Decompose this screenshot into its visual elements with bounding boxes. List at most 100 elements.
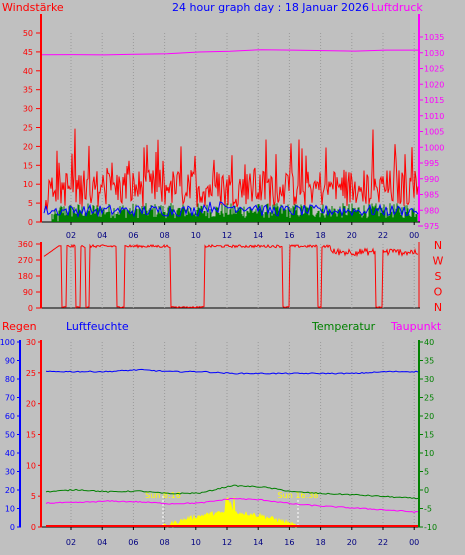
x-tick-label: 06 (128, 231, 138, 240)
x-tick-label: 14 (253, 231, 263, 240)
regen-tick-label: 80 (5, 375, 15, 384)
x-tick-label: 10 (191, 538, 201, 547)
windstaerke-label: Windstärke (2, 1, 64, 14)
regen-axis-labels: 0 10 20 30 40 50 60 70 80 90 100 (0, 338, 15, 532)
feuchte-tick-label: 20 (26, 400, 36, 409)
wind-tick-label: 25 (23, 124, 33, 133)
x-tick-label: 08 (160, 538, 170, 547)
luftfeuchte-label: Luftfeuchte (66, 320, 129, 333)
feuchte-tick-label: 15 (26, 431, 36, 440)
x-tick-label: 04 (97, 231, 107, 240)
direction-tick-label: 0 (28, 304, 33, 313)
feuchte-axis-labels: 0 5 10 15 20 25 30 (26, 338, 36, 532)
pressure-tick-label: 1025 (424, 65, 444, 74)
direction-series (43, 243, 419, 309)
pressure-tick-label: 1015 (424, 96, 444, 105)
x-tick-label: 02 (66, 231, 76, 240)
compass-label: O (434, 286, 443, 299)
weather-grid (17, 341, 423, 528)
feuchte-tick-label: 30 (26, 338, 36, 347)
direction-line (43, 243, 419, 309)
time-axis-labels: 02 04 06 08 10 12 14 16 18 20 22 00 (66, 222, 419, 240)
pressure-tick-label: 1030 (424, 49, 444, 58)
wind-tick-label: 0 (28, 218, 33, 227)
temp-tick-label: 30 (424, 375, 434, 384)
temperature-axis-labels: -10 -5 0 5 10 15 20 25 30 35 40 (424, 338, 437, 532)
x-tick-label: 20 (347, 538, 357, 547)
x-tick-label: 18 (316, 231, 326, 240)
x-tick-label: 20 (347, 231, 357, 240)
direction-tick-label: 180 (18, 272, 33, 281)
compass-label: N (434, 301, 442, 314)
temp-tick-label: 25 (424, 394, 434, 403)
x-tick-label: 18 (316, 538, 326, 547)
pressure-tick-label: 985 (424, 191, 439, 200)
pressure-tick-label: 1010 (424, 112, 444, 121)
wind-grid (36, 32, 423, 227)
regen-tick-label: 0 (10, 523, 15, 532)
x-tick-label: 00 (409, 538, 419, 547)
temp-tick-label: 20 (424, 412, 434, 421)
regen-tick-label: 30 (5, 468, 15, 477)
x-tick-label: 04 (97, 538, 107, 547)
compass-label: S (435, 270, 442, 283)
wind-series (41, 49, 419, 222)
x-tick-label: 14 (253, 538, 263, 547)
regen-tick-label: 10 (5, 505, 15, 514)
temp-tick-label: -10 (424, 523, 437, 532)
pressure-line (41, 49, 418, 56)
compass-label: N (434, 239, 442, 252)
wind-tick-label: 5 (28, 199, 33, 208)
compass-label: W (433, 255, 444, 268)
x-tick-label: 10 (191, 231, 201, 240)
temp-tick-label: 5 (424, 468, 429, 477)
x-tick-label: 08 (160, 231, 170, 240)
regen-tick-label: 60 (5, 412, 15, 421)
direction-tick-label: 270 (18, 256, 33, 265)
wind-tick-label: 20 (23, 142, 33, 151)
direction-grid (36, 243, 415, 309)
luftdruck-label: Luftdruck (371, 1, 423, 14)
temperatur-label: Temperatur (311, 320, 376, 333)
pressure-tick-label: 1005 (424, 128, 444, 137)
direction-tick-label: 360 (18, 240, 33, 249)
sunset-label: Sun 16:38 (278, 491, 319, 500)
wind-tick-label: 10 (23, 180, 33, 189)
x-tick-label: 12 (222, 538, 232, 547)
feuchte-tick-label: 25 (26, 369, 36, 378)
pressure-tick-label: 1000 (424, 143, 444, 152)
dewpoint-line (45, 497, 419, 514)
wind-tick-label: 15 (23, 161, 33, 170)
wind-tick-label: 45 (23, 48, 33, 57)
temperature-line (45, 484, 419, 500)
chart-title: 24 hour graph day : 18 Januar 2026 (172, 1, 369, 14)
wind-mean-line (43, 201, 419, 218)
direction-tick-label: 90 (23, 288, 33, 297)
regen-tick-label: 40 (5, 449, 15, 458)
sun-curve (162, 496, 299, 529)
x-tick-label: 16 (284, 231, 294, 240)
humidity-line (45, 368, 419, 375)
regen-label: Regen (2, 320, 37, 333)
pressure-tick-label: 975 (424, 222, 439, 231)
pressure-tick-label: 1035 (424, 33, 444, 42)
regen-tick-label: 70 (5, 394, 15, 403)
regen-tick-label: 100 (0, 338, 15, 347)
pressure-tick-label: 1020 (424, 80, 444, 89)
temp-tick-label: 10 (424, 449, 434, 458)
x-tick-label: 22 (378, 231, 388, 240)
temp-tick-label: 15 (424, 431, 434, 440)
x-tick-label: 02 (66, 538, 76, 547)
x-tick-label: 16 (284, 538, 294, 547)
feuchte-tick-label: 5 (31, 492, 36, 501)
x-tick-label: 12 (222, 231, 232, 240)
feuchte-tick-label: 0 (31, 523, 36, 532)
x-tick-label: 06 (128, 538, 138, 547)
x-tick-label: 00 (409, 231, 419, 240)
wind-tick-label: 40 (23, 67, 33, 76)
x-tick-label: 22 (378, 538, 388, 547)
temp-tick-label: -5 (424, 505, 432, 514)
